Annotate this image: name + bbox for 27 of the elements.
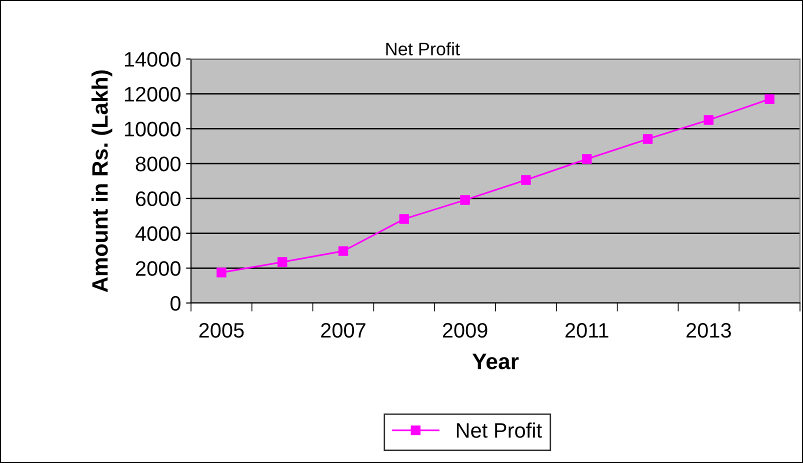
x-tick-label: 2009 <box>442 322 488 338</box>
legend-label: Net Profit <box>456 422 542 438</box>
chart-title: Net Profit <box>386 42 460 56</box>
y-tick-label: 2000 <box>136 261 180 276</box>
x-tick-label: 2005 <box>199 322 244 338</box>
point <box>338 246 348 256</box>
point <box>460 195 470 205</box>
y-tick-label: 10000 <box>124 122 180 136</box>
x-tick-label: 2007 <box>321 322 366 338</box>
y-tick-label: 12000 <box>124 86 180 102</box>
y-tick-label: 4000 <box>135 226 180 242</box>
point <box>216 268 226 278</box>
x-tick-label: 2011 <box>565 322 608 338</box>
y-tick-label: 8000 <box>136 156 180 172</box>
point <box>277 257 288 267</box>
y-tick-label: 6000 <box>136 191 180 206</box>
point <box>399 214 410 224</box>
point <box>582 154 592 164</box>
point <box>642 134 653 144</box>
point <box>764 94 774 104</box>
x-tick-label: 2013 <box>686 322 731 338</box>
y-axis-title: Amount in Rs. (Lakh) <box>92 70 112 292</box>
y-tick-label: 14000 <box>124 52 180 67</box>
point <box>521 175 531 185</box>
x-axis-title: Year <box>472 354 519 370</box>
y-tick-label: 0 <box>170 296 180 311</box>
point <box>704 115 714 125</box>
